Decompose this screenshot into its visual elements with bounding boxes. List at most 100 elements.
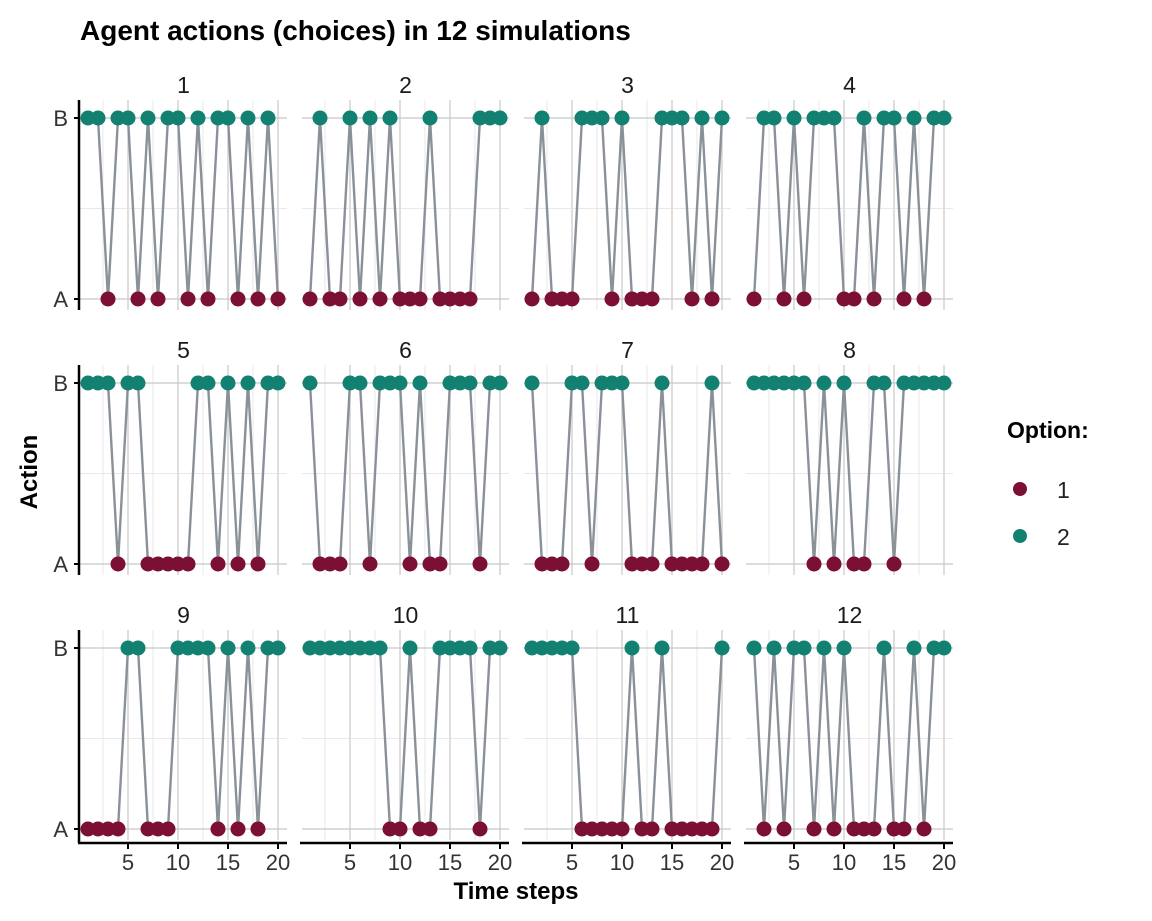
data-point-step-4 [776,821,792,837]
x-tick-label: 15 [216,850,240,875]
data-point-step-18 [250,556,266,572]
data-point-step-7 [140,110,156,126]
data-point-step-10 [392,821,408,837]
data-point-step-10 [614,110,630,126]
data-point-step-1 [524,375,540,391]
data-point-step-13 [200,291,216,307]
data-point-step-18 [250,821,266,837]
x-tick-label: 20 [710,850,734,875]
data-point-step-19 [704,375,720,391]
panel-strip-label: 12 [837,602,863,628]
data-point-step-18 [916,291,932,307]
data-point-step-19 [704,291,720,307]
facet-panel-5: 5 B A [53,337,287,577]
data-point-step-14 [654,375,670,391]
facet-panels: 1 B A 2 3 4 5 B A 6 7 8 9 B A 5 10 15 20 10 5 10 15 20 11 5 10 15 20… [53,72,956,875]
x-tick-label: 5 [788,850,800,875]
data-point-step-11 [402,556,418,572]
data-point-step-9 [382,110,398,126]
y-tick-label: A [53,287,68,312]
data-point-step-8 [816,640,832,656]
data-point-step-11 [402,640,418,656]
data-point-step-17 [462,291,478,307]
panel-strip-label: 10 [393,602,419,628]
series-line [752,646,944,831]
data-point-step-17 [906,640,922,656]
panel-strip-label: 6 [399,337,412,363]
data-point-step-7 [362,556,378,572]
data-point-step-8 [372,640,388,656]
data-point-step-17 [462,375,478,391]
facet-panel-9: 9 B A 5 10 15 20 [53,602,290,875]
data-point-step-11 [180,556,196,572]
data-point-step-20 [714,556,730,572]
facet-panel-8: 8 [746,337,953,575]
panel-strip-label: 1 [177,72,190,98]
data-point-step-2 [90,110,106,126]
data-point-step-6 [796,640,812,656]
data-point-step-15 [886,556,902,572]
data-point-step-6 [352,375,368,391]
data-point-step-17 [240,375,256,391]
data-point-step-5 [564,291,580,307]
data-point-step-1 [746,291,762,307]
data-point-step-14 [210,556,226,572]
data-point-step-13 [644,556,660,572]
data-point-step-15 [220,375,236,391]
data-point-step-16 [230,821,246,837]
data-point-step-13 [644,291,660,307]
data-point-step-20 [270,291,286,307]
facet-panel-4: 4 [746,72,953,310]
data-point-step-20 [492,110,508,126]
data-point-step-6 [130,291,146,307]
data-point-step-20 [936,110,952,126]
data-point-step-10 [614,375,630,391]
data-point-step-9 [160,821,176,837]
data-point-step-4 [332,291,348,307]
x-tick-label: 20 [488,850,512,875]
x-tick-label: 15 [660,850,684,875]
data-point-step-13 [422,821,438,837]
data-point-step-16 [230,291,246,307]
data-point-step-9 [826,556,842,572]
x-tick-label: 5 [122,850,134,875]
data-point-step-18 [472,821,488,837]
data-point-step-17 [906,110,922,126]
data-point-step-3 [766,640,782,656]
data-point-step-6 [352,291,368,307]
data-point-step-8 [372,291,388,307]
data-point-step-18 [694,110,710,126]
panel-strip-label: 8 [843,337,856,363]
data-point-step-8 [594,110,610,126]
data-point-step-20 [936,375,952,391]
data-point-step-7 [806,556,822,572]
data-point-step-17 [462,640,478,656]
y-tick-label: B [53,636,68,661]
data-point-step-4 [110,556,126,572]
data-point-step-1 [302,375,318,391]
data-point-step-10 [392,375,408,391]
x-tick-label: 10 [166,850,190,875]
legend-swatch-option-1 [1013,482,1027,496]
data-point-step-13 [422,110,438,126]
data-point-step-6 [130,375,146,391]
data-point-step-5 [564,640,580,656]
data-point-step-18 [472,556,488,572]
data-point-step-18 [916,821,932,837]
data-point-step-6 [796,375,812,391]
legend-title: Option: [1007,417,1089,443]
panel-strip-label: 2 [399,72,412,98]
data-point-step-4 [776,291,792,307]
data-point-step-17 [240,110,256,126]
x-axis-title: Time steps [454,878,579,905]
data-point-step-14 [876,375,892,391]
data-point-step-3 [766,110,782,126]
data-point-step-14 [210,821,226,837]
panel-strip-label: 3 [621,72,634,98]
data-point-step-12 [412,291,428,307]
x-tick-label: 10 [388,850,412,875]
data-point-step-1 [302,291,318,307]
x-tick-label: 20 [932,850,956,875]
data-point-step-5 [342,110,358,126]
data-point-step-20 [270,375,286,391]
